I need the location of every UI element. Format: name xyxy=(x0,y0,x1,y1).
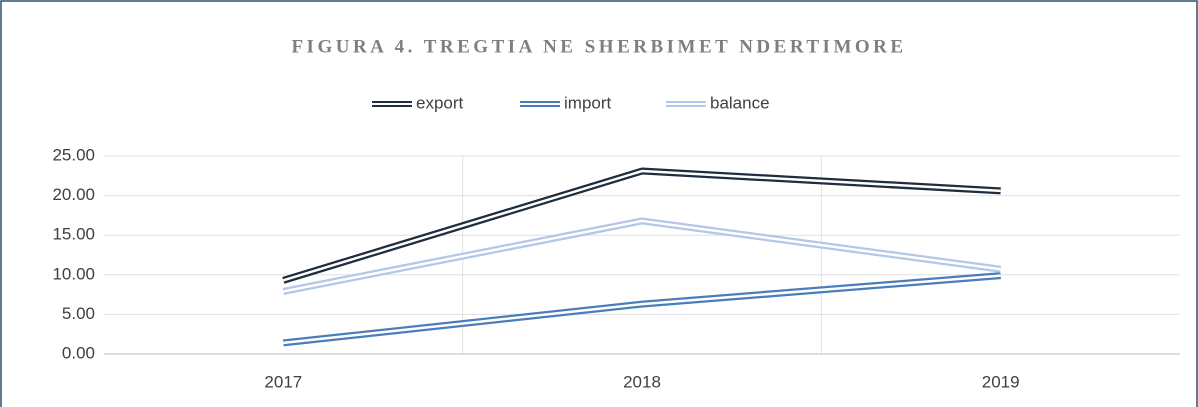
y-tick-label: 25.00 xyxy=(52,145,95,164)
y-tick-label: 20.00 xyxy=(52,185,95,204)
x-tick-label: 2018 xyxy=(623,372,661,391)
x-tick-label: 2017 xyxy=(264,372,302,391)
legend-label: export xyxy=(416,93,464,112)
series-line-core xyxy=(282,169,1001,282)
y-tick-label: 0.00 xyxy=(62,343,95,362)
y-tick-label: 10.00 xyxy=(52,264,95,283)
series-line-core xyxy=(283,274,1001,345)
legend-label: balance xyxy=(710,93,770,112)
x-tick-label: 2019 xyxy=(982,372,1020,391)
chart-title: FIGURA 4. TREGTIA NE SHERBIMET NDERTIMOR… xyxy=(291,36,906,57)
legend-label: import xyxy=(564,93,612,112)
series-line-core xyxy=(283,219,1001,293)
y-tick-label: 5.00 xyxy=(62,304,95,323)
y-tick-label: 15.00 xyxy=(52,225,95,244)
